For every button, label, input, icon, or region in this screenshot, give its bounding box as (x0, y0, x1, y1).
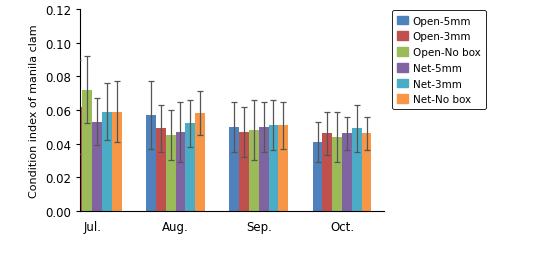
Bar (342, 134, 352, 211)
Bar (230, 127, 239, 211)
Bar (73, 107, 82, 211)
Bar (185, 124, 195, 211)
Bar (146, 116, 156, 211)
Bar (312, 142, 322, 211)
Bar (239, 132, 249, 211)
Bar (63, 90, 73, 211)
Bar (112, 112, 121, 211)
Bar (269, 125, 278, 211)
Bar (82, 90, 92, 211)
Bar (278, 125, 288, 211)
Y-axis label: Condition index of manila clam: Condition index of manila clam (29, 24, 39, 197)
Bar (352, 129, 362, 211)
Bar (322, 134, 332, 211)
Bar (332, 137, 342, 211)
Bar (249, 131, 259, 211)
Legend: Open-5mm, Open-3mm, Open-No box, Net-5mm, Net-3mm, Net-No box: Open-5mm, Open-3mm, Open-No box, Net-5mm… (392, 11, 486, 110)
Bar (166, 136, 176, 211)
Bar (102, 112, 112, 211)
Bar (259, 127, 269, 211)
Bar (156, 129, 166, 211)
Bar (195, 114, 205, 211)
Bar (362, 134, 371, 211)
Bar (92, 122, 102, 211)
Bar (176, 132, 185, 211)
